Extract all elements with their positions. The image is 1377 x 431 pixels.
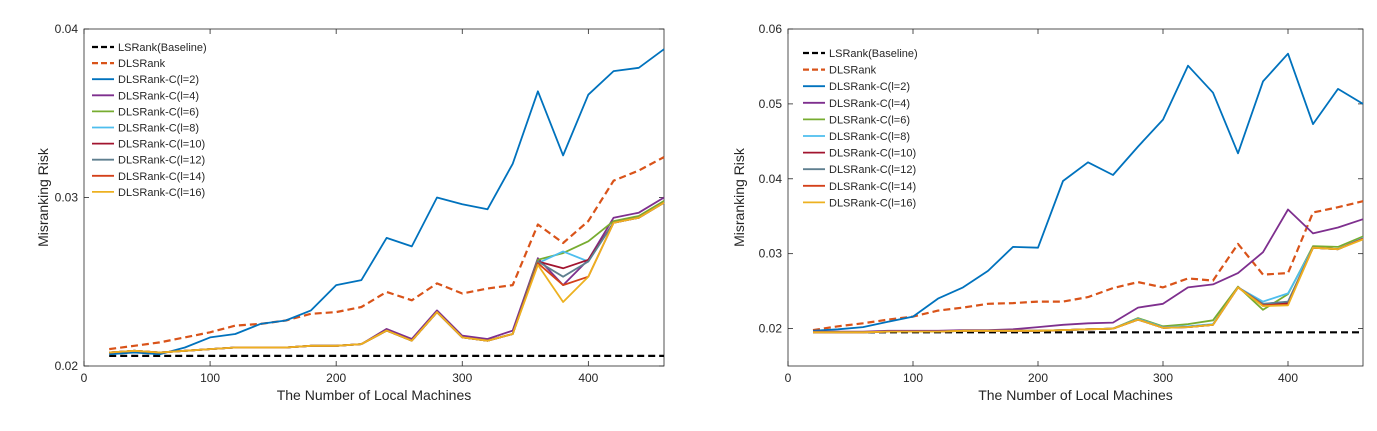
x-tick-label: 400 xyxy=(1278,371,1298,385)
y-tick-label: 0.06 xyxy=(759,22,783,36)
legend-entry: DLSRank-C(l=10) xyxy=(118,139,205,151)
legend-entry: LSRank(Baseline) xyxy=(829,48,918,60)
series-line-2 xyxy=(812,52,1364,332)
x-axis-label: The Number of Local Machines xyxy=(978,387,1173,403)
x-tick-label: 0 xyxy=(81,371,88,385)
y-tick-label: 0.02 xyxy=(759,322,783,336)
series-line-2 xyxy=(109,48,665,356)
legend-entry: DLSRank xyxy=(118,58,166,70)
legend-entry: DLSRank-C(l=4) xyxy=(118,90,199,102)
legend-entry: LSRank(Baseline) xyxy=(118,42,207,54)
y-tick-label: 0.02 xyxy=(55,359,79,373)
y-axis-label: Misranking Risk xyxy=(35,147,51,247)
x-tick-label: 300 xyxy=(1153,371,1173,385)
series-line-1 xyxy=(109,156,665,351)
legend-entry: DLSRank-C(l=12) xyxy=(118,155,205,167)
plot-area xyxy=(787,28,1364,367)
x-tick-label: 0 xyxy=(785,371,792,385)
legend-entry: DLSRank-C(l=14) xyxy=(118,171,205,183)
legend-entry: DLSRank-C(l=16) xyxy=(118,187,205,199)
series-line-9 xyxy=(813,238,1364,334)
legend-entry: DLSRank-C(l=6) xyxy=(118,106,199,118)
legend-entry: DLSRank-C(l=8) xyxy=(118,123,199,135)
legend-entry: DLSRank-C(l=2) xyxy=(829,81,910,93)
legend-entry: DLSRank-C(l=2) xyxy=(118,74,199,86)
series-line-9 xyxy=(109,201,665,354)
x-tick-label: 200 xyxy=(1028,371,1048,385)
y-tick-label: 0.03 xyxy=(55,191,79,205)
legend-entry: DLSRank-C(l=6) xyxy=(829,114,910,126)
legend-entry: DLSRank-C(l=10) xyxy=(829,148,916,160)
y-tick-label: 0.04 xyxy=(55,22,79,36)
x-axis-label: The Number of Local Machines xyxy=(277,387,472,403)
legend-entry: DLSRank-C(l=14) xyxy=(829,181,916,193)
x-tick-label: 100 xyxy=(903,371,923,385)
y-tick-label: 0.03 xyxy=(759,247,783,261)
legend-entry: DLSRank-C(l=12) xyxy=(829,164,916,176)
legend-entry: DLSRank-C(l=8) xyxy=(829,131,910,143)
y-tick-label: 0.05 xyxy=(759,97,783,111)
x-tick-label: 100 xyxy=(200,371,220,385)
x-tick-label: 200 xyxy=(326,371,346,385)
plot-area xyxy=(83,28,665,367)
misranking-risk-chart-right: 0 100 200 300 400 0.02 0.03 0.04 0.05 0.06 The Num… xyxy=(731,22,1364,403)
x-tick-label: 300 xyxy=(452,371,472,385)
misranking-risk-chart-left: 0 100 200 300 400 0.02 0.03 0.04 The Number of L… xyxy=(35,22,665,403)
y-axis-label: Misranking Risk xyxy=(731,147,747,247)
y-tick-label: 0.04 xyxy=(759,172,783,186)
legend-entry: DLSRank xyxy=(829,65,877,77)
legend-entry: DLSRank-C(l=16) xyxy=(829,197,916,209)
x-tick-label: 400 xyxy=(578,371,598,385)
legend-entry: DLSRank-C(l=4) xyxy=(829,98,910,110)
